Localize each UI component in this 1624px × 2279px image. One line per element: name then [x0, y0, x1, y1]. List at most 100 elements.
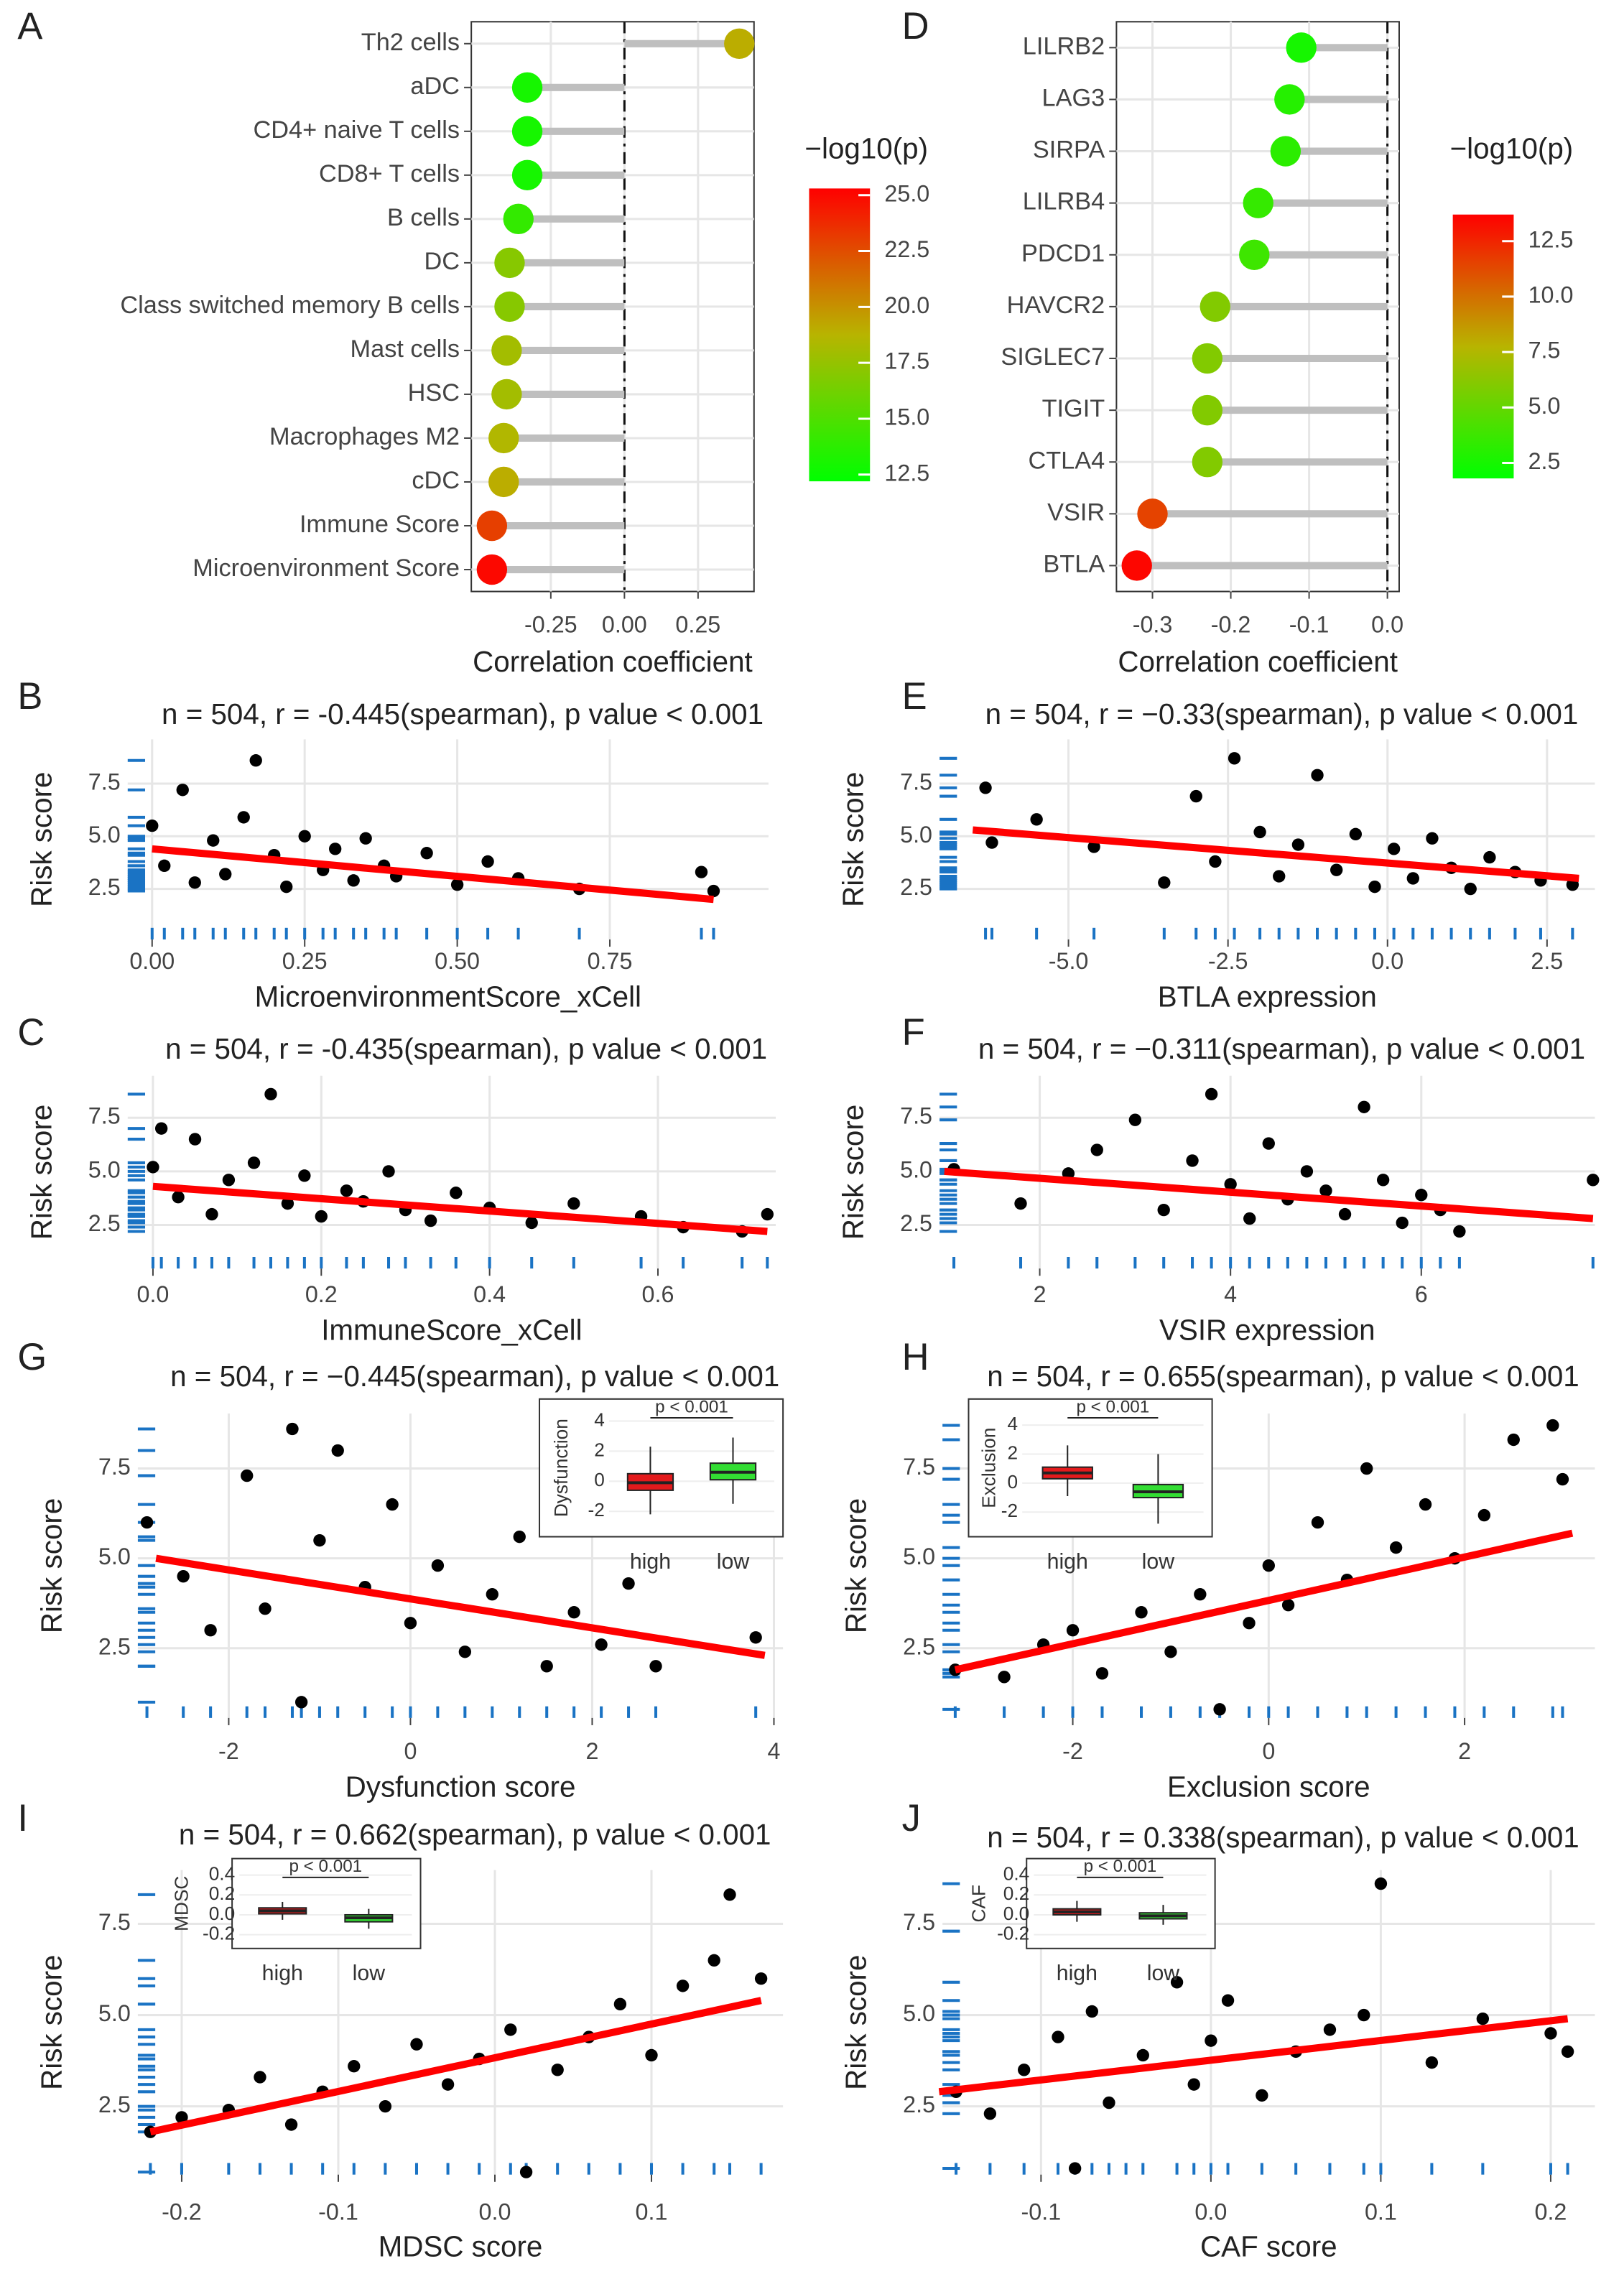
point — [1030, 813, 1043, 826]
inset-category-label: low — [717, 1550, 750, 1574]
point — [172, 1191, 185, 1204]
category-label: aDC — [410, 73, 460, 100]
point — [1194, 1588, 1207, 1601]
dot — [511, 159, 543, 191]
category-label: VSIR — [1047, 498, 1105, 526]
point — [749, 1631, 762, 1644]
inset-category-label: low — [1142, 1550, 1175, 1574]
inset-category-label: low — [353, 1962, 386, 1985]
x-tick-label: 4 — [1224, 1281, 1237, 1307]
point — [410, 2038, 423, 2051]
point — [540, 1660, 553, 1673]
point — [1374, 1877, 1388, 1890]
x-tick-label: -0.2 — [1211, 612, 1251, 638]
inset-y-tick-label: -2 — [588, 1499, 605, 1521]
colorbar-tick-label: 20.0 — [884, 292, 929, 318]
x-tick-label: 0.0 — [1194, 2199, 1227, 2225]
inset-y-tick-label: -0.2 — [997, 1923, 1029, 1944]
x-tick-label: 0.0 — [136, 1281, 169, 1307]
point — [1209, 855, 1222, 868]
inset-y-tick-label: 0.0 — [1003, 1903, 1029, 1924]
point — [1164, 1646, 1177, 1658]
point — [1066, 1624, 1080, 1637]
point — [1014, 1197, 1027, 1210]
inset-y-tick-label: 0.0 — [209, 1903, 235, 1924]
x-tick-label: -0.1 — [1021, 2199, 1062, 2225]
point — [567, 1606, 580, 1619]
colorbar-tick-label: 5.0 — [1528, 393, 1561, 419]
inset-y-tick-label: 0.4 — [209, 1863, 235, 1885]
fit-line — [152, 845, 714, 904]
point — [1464, 882, 1477, 896]
x-axis-label: Exclusion score — [1167, 1770, 1370, 1803]
inset-category-label: low — [1147, 1962, 1180, 1985]
point — [298, 1169, 311, 1182]
inset-y-tick-label: 2 — [1008, 1442, 1019, 1463]
dot — [1200, 291, 1230, 322]
fit-line — [944, 1167, 1594, 1222]
point — [431, 1559, 445, 1572]
x-tick-label: -2 — [1062, 1738, 1083, 1764]
point — [1349, 827, 1363, 841]
inset-annotation: p < 0.001 — [289, 1857, 362, 1876]
y-tick-label: 7.5 — [900, 769, 932, 795]
x-tick-label: -0.1 — [1289, 612, 1330, 638]
x-tick-label: -5.0 — [1049, 948, 1089, 974]
inset-y-tick-label: -0.2 — [203, 1923, 235, 1944]
y-tick-label: 7.5 — [88, 1103, 121, 1129]
x-tick-label: 2 — [1458, 1738, 1471, 1764]
inset-y-tick-label: 4 — [1008, 1413, 1019, 1434]
point — [1477, 1508, 1491, 1522]
panel-letter: F — [902, 1012, 925, 1054]
point — [1228, 752, 1241, 765]
colorbar-tick-label: 10.0 — [1528, 282, 1574, 307]
dot — [1239, 239, 1270, 270]
x-tick-label: 0.0 — [1371, 948, 1403, 974]
legend-title: −log10(p) — [804, 132, 928, 165]
point — [281, 1197, 294, 1210]
dot — [1286, 32, 1317, 63]
point — [1419, 1498, 1432, 1511]
y-tick-label: 2.5 — [903, 2092, 935, 2117]
point — [1243, 1212, 1256, 1225]
category-label: DC — [424, 248, 460, 275]
point — [331, 1444, 344, 1457]
chart-title: n = 504, r = -0.445(spearman), p value <… — [162, 697, 764, 730]
point — [1338, 1207, 1352, 1221]
y-tick-label: 7.5 — [88, 769, 121, 795]
dot — [1137, 498, 1168, 529]
x-tick-label: 2.5 — [1531, 948, 1563, 974]
dot — [511, 72, 543, 103]
y-axis-label: Risk score — [35, 1955, 68, 2090]
inset-category-label: high — [630, 1550, 671, 1574]
y-tick-label: 7.5 — [900, 1103, 932, 1129]
x-tick-label: 0 — [1262, 1738, 1275, 1764]
inset-y-label: Dysfunction — [550, 1419, 572, 1517]
y-tick-label: 5.0 — [88, 822, 121, 848]
point — [1291, 838, 1305, 851]
x-tick-label: 0.50 — [435, 948, 480, 974]
x-tick-label: 6 — [1415, 1281, 1428, 1307]
point — [222, 1174, 236, 1187]
point — [379, 2099, 392, 2113]
point — [298, 830, 311, 843]
x-tick-label: 4 — [767, 1738, 780, 1764]
dot — [491, 335, 522, 366]
fit-line — [954, 1529, 1574, 1674]
x-axis-label: VSIR expression — [1159, 1314, 1375, 1347]
point — [613, 1997, 627, 2011]
y-tick-label: 7.5 — [98, 1909, 131, 1935]
point — [513, 1530, 526, 1544]
point — [486, 1588, 498, 1601]
x-axis-label: Dysfunction score — [345, 1770, 576, 1803]
point — [1157, 1203, 1170, 1217]
y-tick-label: 2.5 — [900, 874, 932, 900]
inset-y-tick-label: 0 — [594, 1469, 605, 1490]
x-tick-label: 0.75 — [588, 948, 633, 974]
point — [1068, 2162, 1082, 2175]
y-axis-label: Risk score — [837, 771, 870, 906]
x-tick-label: 2 — [585, 1738, 598, 1764]
colorbar-tick-label: 17.5 — [884, 348, 929, 374]
point — [1300, 1165, 1314, 1178]
dot — [511, 116, 543, 147]
